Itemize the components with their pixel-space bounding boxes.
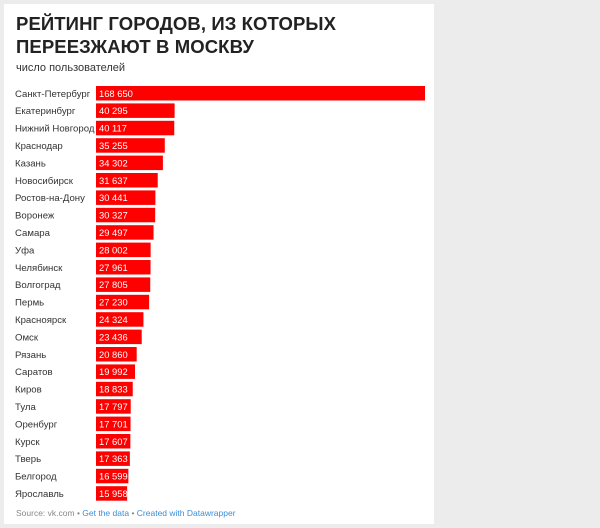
category-label: Курск (15, 437, 40, 448)
category-label: Екатеринбург (15, 106, 76, 117)
chart-title: РЕЙТИНГ ГОРОДОВ, ИЗ КОТОРЫХ ПЕРЕЕЗЖАЮТ В… (16, 13, 337, 57)
chart-card: РЕЙТИНГ ГОРОДОВ, ИЗ КОТОРЫХ ПЕРЕЕЗЖАЮТ В… (4, 4, 434, 524)
category-label: Тверь (15, 454, 41, 465)
category-label: Воронеж (15, 211, 55, 222)
bar (96, 155, 163, 171)
bar (96, 381, 133, 397)
bar (96, 399, 131, 414)
bar (96, 242, 151, 258)
value-label: 17 607 (99, 436, 128, 447)
category-label: Киров (15, 385, 42, 396)
value-label: 20 860 (99, 349, 128, 360)
value-label: 28 002 (99, 244, 128, 255)
created-with-datawrapper-link[interactable]: Created with Datawrapper (136, 508, 236, 518)
bar (96, 329, 142, 345)
bar (96, 103, 175, 118)
source-text: Source: vk.com (16, 508, 75, 518)
bar (96, 138, 165, 153)
bar (96, 312, 144, 327)
value-label: 17 797 (99, 401, 128, 412)
value-label: 31 637 (99, 175, 128, 186)
value-label: 15 958 (99, 488, 128, 499)
value-label: 29 497 (99, 227, 128, 238)
bar (96, 434, 131, 449)
value-label: 17 363 (99, 453, 128, 464)
bar (96, 294, 150, 310)
bar (96, 120, 175, 136)
category-label: Нижний Новгород (15, 124, 95, 135)
footer-separator: • (74, 508, 83, 518)
value-label: 40 295 (99, 105, 128, 116)
category-label: Белгород (15, 472, 57, 483)
chart-footer: Source: vk.com • Get the data • Created … (16, 508, 236, 518)
value-label: 27 805 (99, 279, 128, 290)
value-label: 27 961 (99, 262, 128, 273)
value-label: 24 324 (99, 314, 128, 325)
value-label: 18 833 (99, 384, 128, 395)
category-label: Тула (15, 402, 37, 413)
bar (96, 347, 137, 362)
category-label: Челябинск (15, 263, 63, 274)
value-label: 35 255 (99, 140, 128, 151)
category-label: Омск (15, 332, 39, 343)
category-label: Саратов (15, 367, 53, 378)
bar (96, 416, 131, 432)
category-label: Волгоград (15, 280, 61, 291)
category-label: Оренбург (15, 419, 58, 430)
category-label: Пермь (15, 298, 44, 309)
value-label: 168 650 (99, 88, 133, 99)
bar-chart: Санкт-Петербург 168 650 Екатеринбург 40 295… (15, 86, 425, 501)
bar (96, 260, 151, 275)
value-label: 40 117 (99, 123, 127, 134)
get-the-data-link[interactable]: Get the data (82, 508, 130, 518)
category-label: Самара (15, 228, 51, 239)
bar (96, 277, 151, 292)
category-label: Санкт-Петербург (15, 89, 91, 100)
value-label: 23 436 (99, 331, 128, 342)
category-label: Ростов-на-Дону (15, 193, 85, 204)
bar (96, 468, 129, 484)
category-label: Казань (15, 158, 46, 169)
bar (96, 486, 128, 501)
category-label: Рязань (15, 350, 46, 361)
footer-separator: • (129, 508, 137, 518)
value-label: 17 701 (99, 418, 128, 429)
value-label: 16 599 (99, 471, 128, 482)
chart-subtitle: число пользователей (16, 62, 126, 74)
value-label: 30 441 (99, 192, 128, 203)
value-label: 34 302 (99, 157, 128, 168)
value-label: 19 992 (99, 366, 128, 377)
bar (96, 364, 136, 379)
value-label: 27 230 (99, 297, 128, 308)
value-label: 30 327 (99, 210, 128, 221)
category-label: Новосибирск (15, 176, 74, 187)
category-label: Уфа (15, 245, 35, 256)
bar (96, 173, 158, 188)
category-label: Краснодар (15, 141, 63, 152)
bar (96, 451, 130, 466)
bar (96, 207, 156, 223)
category-label: Красноярск (15, 315, 67, 326)
bar (96, 190, 156, 205)
category-label: Ярославль (15, 489, 64, 500)
bar (96, 86, 425, 101)
bar (96, 225, 154, 240)
